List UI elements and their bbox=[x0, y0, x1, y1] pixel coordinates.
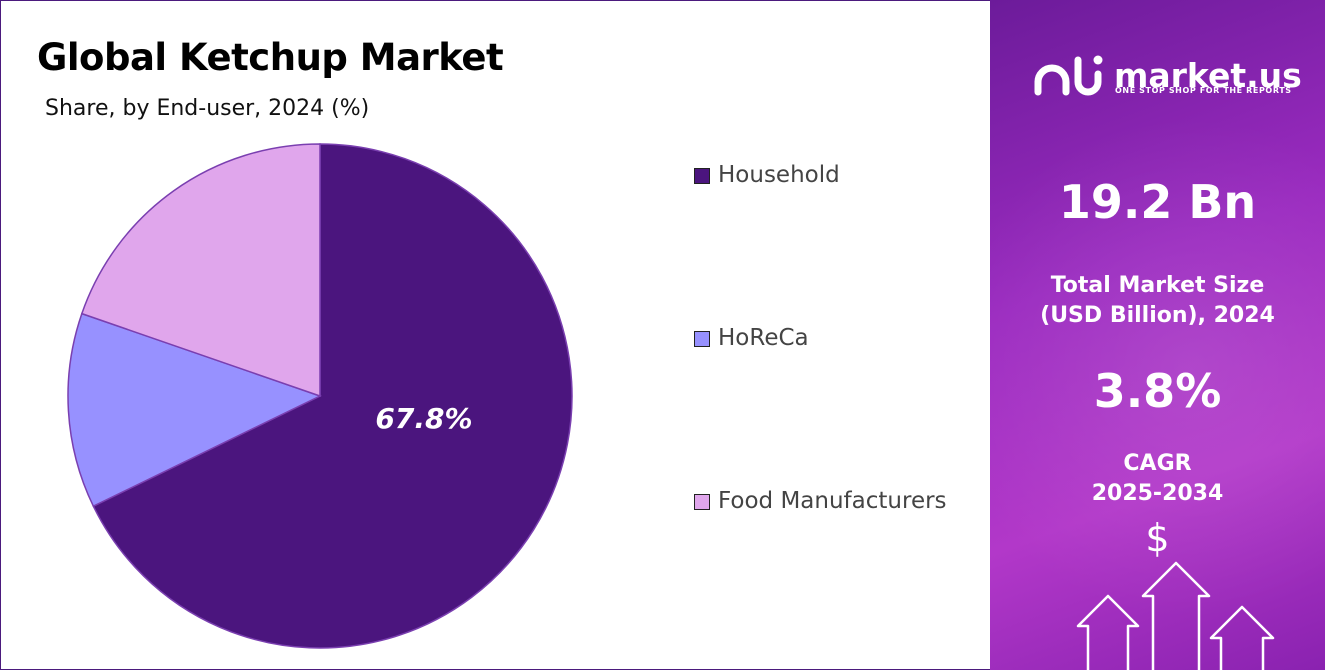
market-size-label-line2: (USD Billion), 2024 bbox=[1040, 303, 1275, 328]
legend-swatch-horeca bbox=[694, 331, 710, 347]
legend-swatch-food-manufacturers bbox=[694, 494, 710, 510]
pie-chart: 67.8% bbox=[67, 143, 573, 649]
legend-swatch-household bbox=[694, 168, 710, 184]
pie-labels: 67.8% bbox=[375, 402, 472, 435]
market-us-logo-icon bbox=[1034, 55, 1103, 96]
summary-panel: market.us ONE STOP SHOP FOR THE REPORTS … bbox=[990, 0, 1325, 670]
brand-name: market.us bbox=[1114, 56, 1302, 95]
brand-tagline: ONE STOP SHOP FOR THE REPORTS bbox=[1115, 86, 1292, 95]
pie-slice-food-manufacturers bbox=[80, 143, 321, 398]
pie-slice-household bbox=[92, 143, 573, 649]
legend-label-horeca: HoReCa bbox=[718, 325, 809, 351]
legend-label-food-manufacturers: Food Manufacturers bbox=[718, 488, 947, 514]
cagr-label-line2: 2025-2034 bbox=[1091, 481, 1224, 506]
pie-slice-horeca bbox=[67, 312, 322, 508]
dollar-icon: $ bbox=[1145, 516, 1170, 560]
legend: Household HoReCa Food Manufacturers bbox=[694, 0, 974, 670]
panel-background-overlay bbox=[990, 0, 1325, 670]
pie-data-label-household: 67.8% bbox=[375, 402, 472, 435]
cagr-label-line1: CAGR bbox=[1123, 451, 1192, 476]
legend-item-food-manufacturers: Food Manufacturers bbox=[694, 488, 948, 520]
market-size-label-line1: Total Market Size bbox=[1050, 273, 1265, 298]
cagr-value: 3.8% bbox=[1093, 364, 1222, 418]
legend-item-horeca: HoReCa bbox=[694, 325, 948, 357]
market-size-value: 19.2 Bn bbox=[1058, 175, 1257, 229]
legend-item-household: Household bbox=[694, 162, 948, 194]
pie-slices bbox=[67, 143, 573, 649]
chart-title: Global Ketchup Market bbox=[37, 36, 504, 79]
legend-label-household: Household bbox=[718, 162, 840, 188]
brand-logo: market.us bbox=[1034, 52, 1302, 100]
growth-arrows-icon bbox=[1076, 561, 1275, 670]
chart-subtitle: Share, by End-user, 2024 (%) bbox=[45, 96, 370, 121]
